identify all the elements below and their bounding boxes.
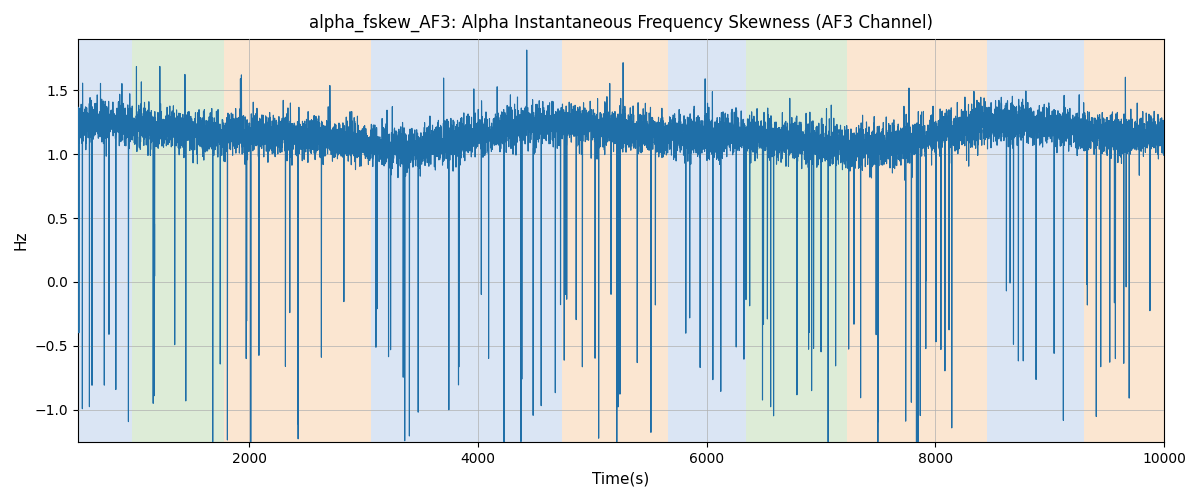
- Bar: [132, 39, 224, 442]
- Bar: [371, 39, 562, 442]
- Title: alpha_fskew_AF3: Alpha Instantaneous Frequency Skewness (AF3 Channel): alpha_fskew_AF3: Alpha Instantaneous Fre…: [308, 14, 932, 32]
- Bar: [224, 39, 371, 442]
- Bar: [1084, 39, 1164, 442]
- Bar: [78, 39, 132, 442]
- Bar: [847, 39, 986, 442]
- Bar: [986, 39, 1084, 442]
- Bar: [668, 39, 745, 442]
- Y-axis label: Hz: Hz: [14, 230, 29, 250]
- X-axis label: Time(s): Time(s): [593, 471, 649, 486]
- Bar: [562, 39, 668, 442]
- Bar: [745, 39, 847, 442]
